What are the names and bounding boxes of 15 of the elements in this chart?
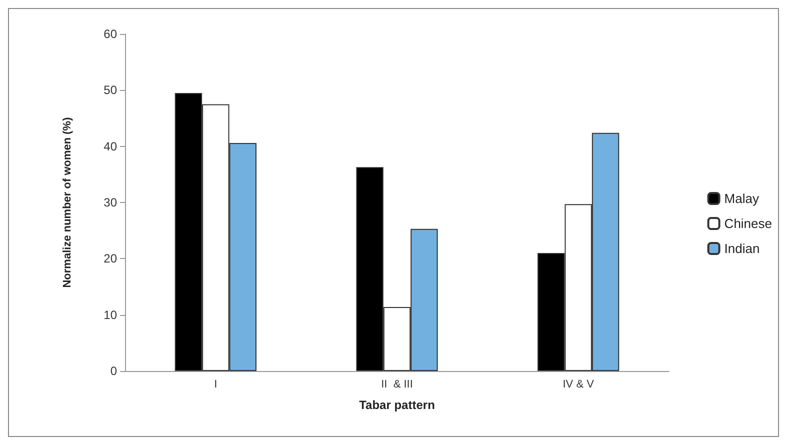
y-tick-label: 30 [104, 196, 118, 210]
legend-label: Indian [724, 241, 760, 256]
y-tick-label: 0 [110, 364, 118, 378]
y-tick-label: 40 [104, 139, 118, 154]
x-tick-label: I [214, 378, 218, 390]
x-tick-label: II & III [381, 378, 413, 390]
legend-label: Chinese [724, 216, 772, 231]
x-axis-title: Tabar pattern [359, 398, 435, 412]
legend-label: Malay [724, 191, 760, 206]
y-tick-label: 20 [104, 252, 118, 266]
y-tick-label: 10 [104, 308, 118, 322]
y-tick-label: 50 [104, 83, 118, 98]
y-axis-title: Normalize number of women (%) [62, 116, 74, 288]
y-tick-label: 60 [104, 27, 118, 41]
x-tick-label: IV & V [562, 378, 595, 390]
